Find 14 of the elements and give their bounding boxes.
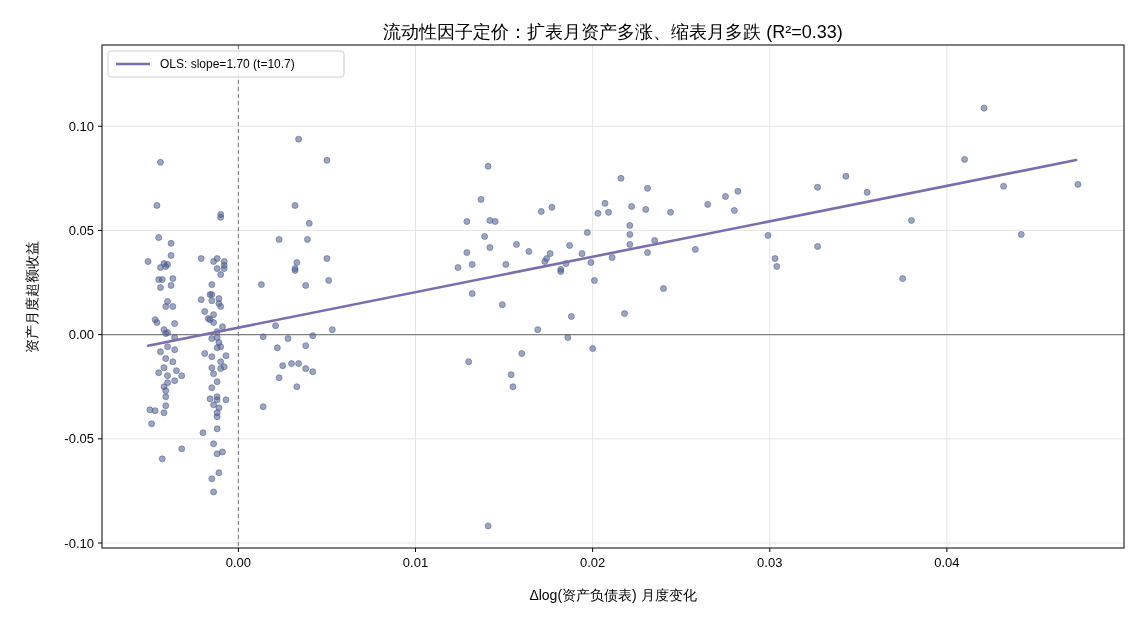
x-tick-label: 0.01 <box>402 555 429 570</box>
y-tick-label: -0.05 <box>64 431 94 447</box>
y-tick-label: 0.00 <box>68 327 94 343</box>
y-axis-title: 资产月度超额收益 <box>24 240 40 353</box>
y-tick-label: 0.10 <box>68 118 94 134</box>
x-tick-label: 0.04 <box>934 555 960 570</box>
x-axis-title: Δlog(资产负债表) 月度变化 <box>529 587 697 603</box>
y-tick-label: 0.05 <box>68 223 94 238</box>
x-tick-label: 0.02 <box>579 555 606 570</box>
y-tick-label: -0.10 <box>64 535 94 551</box>
legend-label: OLS: slope=1.70 (t=10.7) <box>160 57 295 72</box>
x-tick-label: 0.00 <box>225 555 252 570</box>
chart-title: 流动性因子定价：扩表月资产多涨、缩表月多跌 (R²=0.33) <box>383 22 843 42</box>
x-tick-label: 0.03 <box>757 555 783 570</box>
